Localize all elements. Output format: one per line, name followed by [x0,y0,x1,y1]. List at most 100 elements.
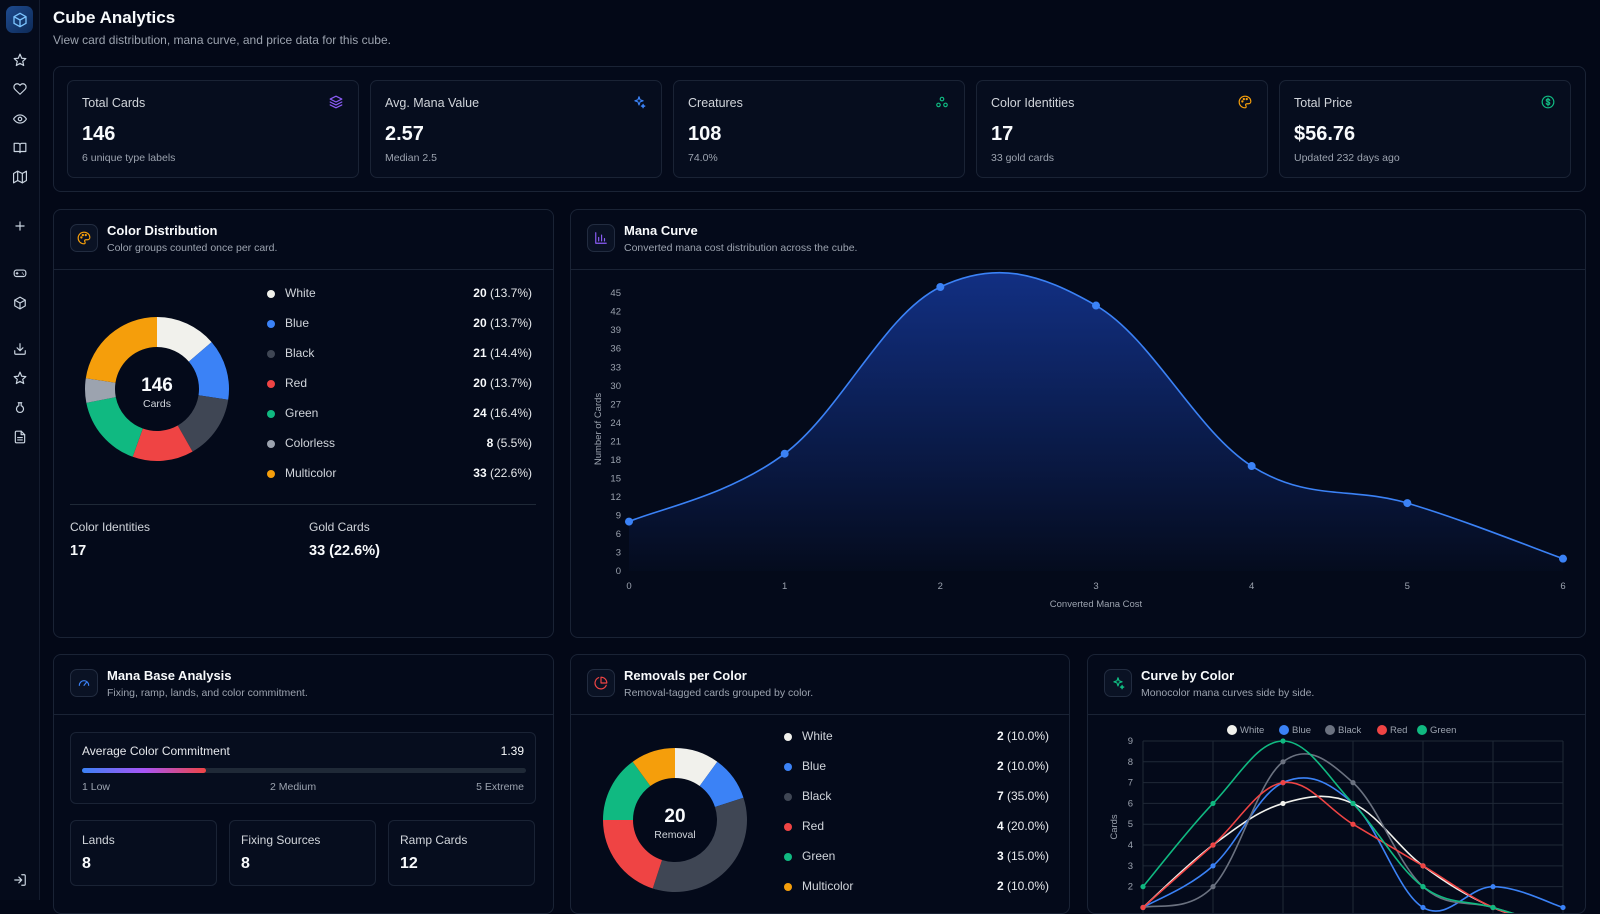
data-point-black-2[interactable] [1280,759,1286,765]
page-subtitle: View card distribution, mana curve, and … [53,33,391,47]
donut-slice-blue[interactable] [188,342,229,400]
y-tick-label: 45 [610,288,621,299]
legend-item-white[interactable]: White 2 (10.0%) [784,728,1049,746]
mana-curve-panel: Mana Curve Converted mana cost distribut… [570,209,1586,638]
donut-slice-red[interactable] [132,425,193,461]
document-icon[interactable] [11,428,29,446]
donut-slice-black[interactable] [652,797,747,892]
data-point-blue-6[interactable] [1560,904,1566,911]
sidebar [0,0,40,900]
plus-icon[interactable] [11,217,29,235]
legend-item-green[interactable]: Green [1417,725,1456,736]
heart-icon[interactable] [11,80,29,98]
legend-item-multicolor[interactable]: Multicolor 2 (10.0%) [784,878,1049,896]
legend-label: Green [1430,725,1456,736]
data-point-green-0[interactable] [1140,884,1146,890]
panel-header: Color Distribution Color groups counted … [54,210,553,270]
donut-slice-blue[interactable] [699,761,744,808]
data-point-green-1[interactable] [1210,800,1216,807]
donut-slice-black[interactable] [177,395,229,452]
legend-label: Blue [802,759,827,773]
data-point-red-2[interactable] [1280,780,1286,786]
sign-in-icon[interactable] [11,871,29,889]
legend-label: White [285,286,316,300]
data-point-blue-1[interactable] [1210,863,1216,869]
y-tick-label: 3 [1128,861,1133,872]
stat-label: Creatures [688,96,743,110]
data-point-black-1[interactable] [1210,884,1216,890]
donut-slice-white[interactable] [157,317,212,362]
donut-slice-red[interactable] [603,820,663,889]
data-point-red-1[interactable] [1210,842,1216,848]
app-logo[interactable] [6,6,33,33]
eye-icon[interactable] [11,110,29,128]
map-icon[interactable] [11,168,29,186]
data-point-cmc-2[interactable] [936,283,945,291]
legend-count: 2 (10.0%) [996,759,1049,773]
legend-label: Red [802,819,825,833]
x-tick-label: 1 [782,581,787,592]
data-point-red-0[interactable] [1140,904,1146,911]
y-tick-label: 9 [616,510,621,521]
donut-slice-colorless[interactable] [85,378,116,403]
data-point-red-4[interactable] [1420,863,1426,869]
legend-item-white[interactable]: White 20 (13.7%) [267,285,532,303]
data-point-green-5[interactable] [1490,904,1496,911]
data-point-green-2[interactable] [1280,738,1286,744]
data-point-blue-4[interactable] [1420,904,1426,911]
flask-icon[interactable] [11,399,29,417]
legend-item-red[interactable]: Red [1377,725,1407,736]
ramp-cards-value: 12 [400,855,418,872]
donut-slice-white[interactable] [675,748,718,787]
legend-swatch [1279,725,1289,735]
y-tick-label: 3 [616,547,621,558]
gamepad-icon[interactable] [11,264,29,282]
ramp-cards-box: Ramp Cards 12 [388,820,535,886]
legend-count: 4 (20.0%) [996,819,1049,833]
y-tick-label: 9 [1128,736,1133,747]
data-point-cmc-5[interactable] [1403,499,1412,508]
download-icon[interactable] [11,340,29,358]
y-tick-label: 39 [610,325,621,336]
data-point-cmc-4[interactable] [1247,462,1256,471]
data-point-green-4[interactable] [1420,884,1426,890]
donut-slice-multicolor[interactable] [85,317,157,383]
data-point-cmc-0[interactable] [625,517,633,526]
star-icon[interactable] [11,369,29,387]
y-tick-label: 42 [610,307,621,318]
legend-item-black[interactable]: Black 7 (35.0%) [784,788,1049,806]
legend-item-blue[interactable]: Blue [1279,725,1311,736]
legend-item-green[interactable]: Green 3 (15.0%) [784,848,1049,866]
legend-item-red[interactable]: Red 20 (13.7%) [267,375,532,393]
data-point-cmc-6[interactable] [1559,554,1567,563]
legend-item-red[interactable]: Red 4 (20.0%) [784,818,1049,836]
color-dot [784,793,792,801]
cube-icon[interactable] [11,294,29,312]
y-tick-label: 5 [1128,819,1133,830]
stat-value: 146 [82,123,116,145]
data-point-green-3[interactable] [1350,800,1356,807]
legend-item-green[interactable]: Green 24 (16.4%) [267,405,532,423]
color-distribution-panel: Color Distribution Color groups counted … [53,209,554,638]
legend-item-multicolor[interactable]: Multicolor 33 (22.6%) [267,465,532,483]
legend-item-white[interactable]: White [1227,725,1264,736]
stat-card-total-cards: Total Cards 146 6 unique type labels [67,80,359,178]
legend-item-colorless[interactable]: Colorless 8 (5.5%) [267,435,532,453]
data-point-red-3[interactable] [1350,821,1356,827]
data-point-cmc-1[interactable] [780,449,789,458]
data-point-cmc-3[interactable] [1092,301,1100,310]
donut-slice-green[interactable] [603,761,651,820]
legend-item-black[interactable]: Black [1325,725,1361,736]
legend-item-black[interactable]: Black 21 (14.4%) [267,345,532,363]
data-point-black-3[interactable] [1350,780,1356,786]
data-point-blue-5[interactable] [1490,884,1496,890]
stat-label: Total Price [1294,96,1353,110]
star-icon[interactable] [11,51,29,69]
legend-item-blue[interactable]: Blue 20 (13.7%) [267,315,532,333]
legend-item-blue[interactable]: Blue 2 (10.0%) [784,758,1049,776]
donut-slice-multicolor[interactable] [632,748,675,787]
book-icon[interactable] [11,139,29,157]
data-point-white-2[interactable] [1280,800,1286,807]
donut-slice-green[interactable] [86,397,143,457]
stat-subtext: Updated 232 days ago [1294,152,1400,164]
